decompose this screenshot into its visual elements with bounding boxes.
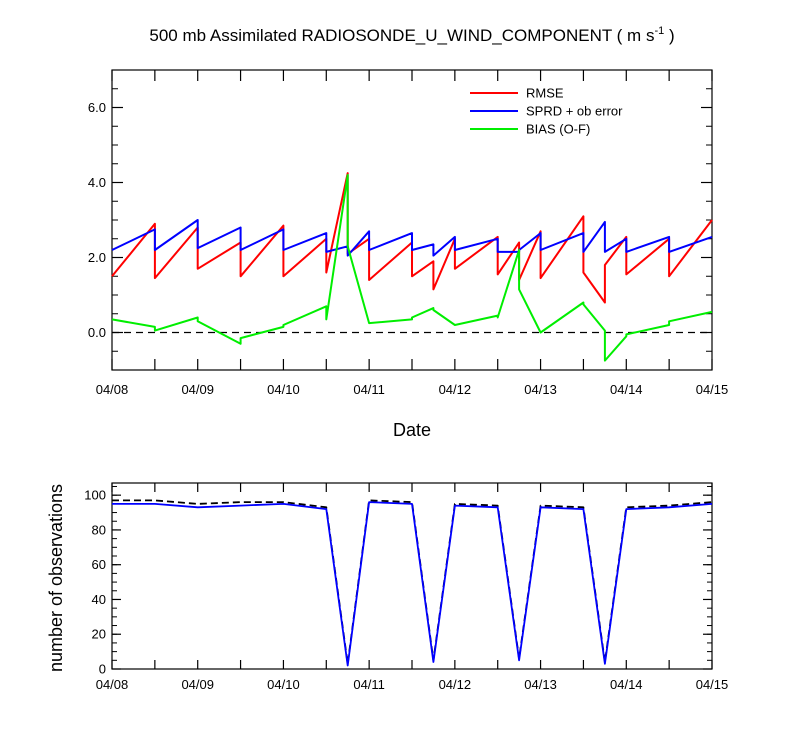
chart-title: 500 mb Assimilated RADIOSONDE_U_WIND_COM…: [149, 25, 674, 45]
bottom-series-line-dashed: [112, 499, 713, 665]
legend-label: RMSE: [526, 86, 564, 101]
bottom-series-line-solid: [112, 501, 713, 667]
bottom-x-tick-label: 04/09: [181, 677, 214, 692]
legend-label: BIAS (O-F): [526, 122, 590, 137]
legend-label: SPRD + ob error: [526, 104, 623, 119]
bottom-x-tick-label: 04/12: [439, 677, 472, 692]
top-y-tick-label: 0.0: [88, 325, 106, 340]
y-axis-title-observations: number of observations: [46, 484, 66, 672]
top-x-tick-label: 04/15: [696, 382, 729, 397]
bottom-y-tick-label: 20: [92, 627, 106, 642]
bottom-x-tick-label: 04/13: [524, 677, 557, 692]
top-y-tick-label: 4.0: [88, 175, 106, 190]
top-x-tick-label: 04/09: [181, 382, 214, 397]
bottom-x-tick-label: 04/10: [267, 677, 300, 692]
top-x-tick-label: 04/11: [353, 382, 385, 397]
top-x-tick-label: 04/10: [267, 382, 300, 397]
bottom-y-tick-label: 80: [92, 522, 106, 537]
top-y-tick-label: 6.0: [88, 100, 106, 115]
top-chart-panel: 04/08 04/09 04/10 04/11 04/12 04/13 04/14 04/15…: [88, 69, 729, 397]
top-series-line-bias-o-f: [111, 174, 713, 362]
top-x-tick-label: 04/13: [524, 382, 557, 397]
bottom-y-tick-label: 0: [99, 662, 106, 677]
top-y-tick-label: 2.0: [88, 250, 106, 265]
bottom-y-tick-label: 40: [92, 592, 106, 607]
bottom-y-tick-label: 100: [84, 488, 106, 503]
bottom-plot-frame: [111, 482, 713, 670]
bottom-x-tick-label: 04/14: [610, 677, 643, 692]
top-x-tick-label: 04/12: [439, 382, 472, 397]
top-x-tick-label: 04/08: [96, 382, 129, 397]
legend: RMSE SPRD + ob error BIAS (O-F): [470, 86, 623, 137]
x-axis-title: Date: [393, 420, 431, 440]
bottom-x-tick-label: 04/08: [96, 677, 129, 692]
bottom-x-tick-label: 04/11: [353, 677, 385, 692]
bottom-chart-panel: 04/08 04/09 04/10 04/11 04/12 04/13 04/14 04/15…: [84, 482, 729, 692]
top-series-line-rmse: [111, 172, 713, 304]
top-x-tick-label: 04/14: [610, 382, 643, 397]
bottom-x-tick-label: 04/15: [696, 677, 729, 692]
top-series-line-sprd-ob-error: [111, 219, 713, 257]
bottom-y-tick-label: 60: [92, 557, 106, 572]
